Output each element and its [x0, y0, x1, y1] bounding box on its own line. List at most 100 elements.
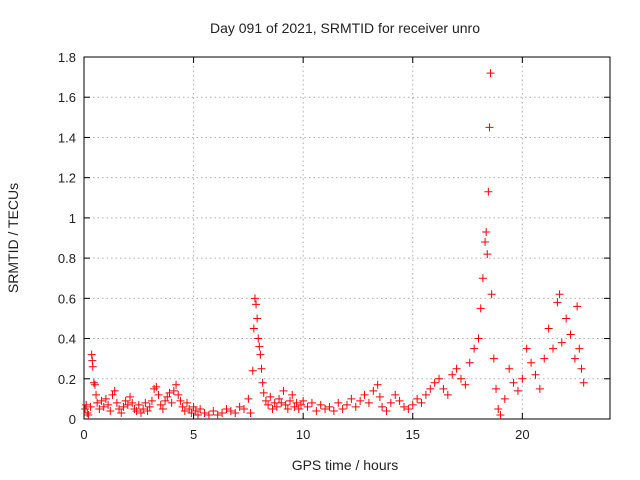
- data-point: [478, 274, 487, 283]
- x-axis-title: GPS time / hours: [292, 457, 399, 473]
- data-point: [482, 227, 491, 236]
- data-point: [299, 396, 308, 405]
- data-point: [176, 396, 185, 405]
- data-point: [258, 378, 267, 387]
- data-point: [145, 402, 154, 411]
- data-point: [281, 400, 290, 409]
- y-tick-label: 0.4: [58, 332, 76, 347]
- data-point: [83, 408, 92, 417]
- data-point: [544, 324, 553, 333]
- data-point: [167, 398, 176, 407]
- data-point: [456, 374, 465, 383]
- data-point: [128, 398, 137, 407]
- data-point: [329, 406, 338, 415]
- data-point: [115, 404, 124, 413]
- data-point: [417, 398, 426, 407]
- data-point: [486, 69, 495, 78]
- data-point: [261, 396, 270, 405]
- data-point: [540, 354, 549, 363]
- data-point: [496, 410, 505, 419]
- data-point: [222, 404, 231, 413]
- data-point: [272, 402, 281, 411]
- data-point: [448, 370, 457, 379]
- data-point: [200, 408, 209, 417]
- data-point: [391, 390, 400, 399]
- data-point: [130, 404, 139, 413]
- data-point: [191, 406, 200, 415]
- data-point: [266, 392, 275, 401]
- axis-ticks: 0 0.2 0.4 0.6 0.8 1 1.2 1.4 1.6 1.8 0 5 10 15 20: [58, 50, 610, 442]
- data-point: [575, 344, 584, 353]
- data-point: [99, 402, 108, 411]
- x-tick-label: 0: [80, 427, 87, 442]
- data-point: [246, 408, 255, 417]
- data-point: [255, 342, 264, 351]
- data-point: [518, 374, 527, 383]
- data-point: [169, 386, 178, 395]
- data-point: [288, 390, 297, 399]
- data-point: [152, 382, 161, 391]
- data-point: [286, 396, 295, 405]
- data-point: [489, 354, 498, 363]
- data-point: [484, 187, 493, 196]
- data-point: [573, 302, 582, 311]
- data-point: [239, 404, 248, 413]
- data-point: [338, 404, 347, 413]
- data-point: [187, 408, 196, 417]
- data-point: [307, 398, 316, 407]
- data-point: [316, 400, 325, 409]
- y-tick-label: 1: [69, 211, 76, 226]
- data-point: [500, 394, 509, 403]
- data-point: [531, 370, 540, 379]
- data-point: [474, 334, 483, 343]
- data-point: [235, 402, 244, 411]
- data-point: [509, 378, 518, 387]
- data-point: [483, 250, 492, 259]
- data-point: [139, 404, 148, 413]
- y-tick-label: 1.8: [58, 50, 76, 65]
- data-point: [87, 350, 96, 359]
- data-point: [527, 358, 536, 367]
- data-point: [522, 344, 531, 353]
- y-tick-label: 0.2: [58, 372, 76, 387]
- data-point: [106, 406, 115, 415]
- x-tick-label: 5: [190, 427, 197, 442]
- data-point: [485, 123, 494, 132]
- data-point: [143, 406, 152, 415]
- data-point: [82, 400, 91, 409]
- y-tick-label: 1.4: [58, 130, 76, 145]
- data-point: [97, 396, 106, 405]
- x-tick-label: 10: [296, 427, 310, 442]
- data-point: [275, 394, 284, 403]
- data-point: [165, 388, 174, 397]
- data-point: [513, 386, 522, 395]
- y-tick-label: 0: [69, 412, 76, 427]
- data-point: [294, 404, 303, 413]
- data-point: [290, 402, 299, 411]
- data-point: [154, 390, 163, 399]
- data-point: [570, 354, 579, 363]
- data-point: [347, 394, 356, 403]
- x-tick-label: 20: [515, 427, 529, 442]
- data-point: [264, 400, 273, 409]
- data-point: [566, 330, 575, 339]
- data-points: [81, 69, 588, 419]
- data-point: [248, 366, 257, 375]
- data-point: [430, 378, 439, 387]
- data-point: [95, 404, 104, 413]
- data-point: [579, 378, 588, 387]
- data-point: [147, 396, 156, 405]
- grid-lines: [84, 57, 610, 419]
- data-point: [292, 398, 301, 407]
- data-point: [117, 408, 126, 417]
- data-point: [268, 404, 277, 413]
- data-point: [252, 300, 261, 309]
- data-point: [373, 380, 382, 389]
- data-point: [249, 324, 258, 333]
- data-point: [351, 402, 360, 411]
- data-point: [257, 364, 266, 373]
- data-point: [557, 338, 566, 347]
- data-point: [470, 344, 479, 353]
